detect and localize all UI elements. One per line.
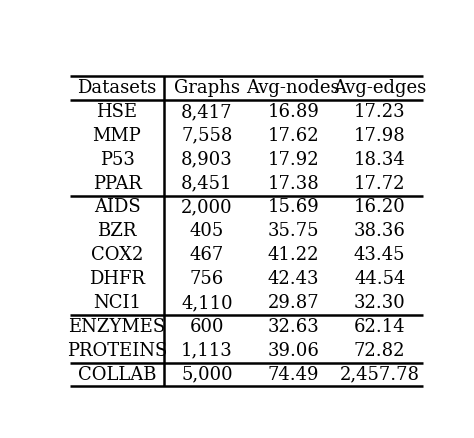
Text: 17.23: 17.23 [354, 103, 406, 121]
Text: 17.38: 17.38 [267, 175, 319, 193]
Text: HSE: HSE [96, 103, 137, 121]
Text: 44.54: 44.54 [354, 270, 405, 288]
Text: COX2: COX2 [91, 246, 143, 264]
Text: 62.14: 62.14 [354, 318, 406, 336]
Text: 8,417: 8,417 [181, 103, 233, 121]
Text: BZR: BZR [97, 223, 137, 240]
Text: PROTEINS: PROTEINS [67, 342, 167, 360]
Text: 41.22: 41.22 [268, 246, 319, 264]
Text: 467: 467 [190, 246, 224, 264]
Text: NCI1: NCI1 [93, 294, 141, 312]
Text: 17.72: 17.72 [354, 175, 405, 193]
Text: 4,110: 4,110 [181, 294, 233, 312]
Text: Avg-edges: Avg-edges [333, 79, 426, 97]
Text: 32.30: 32.30 [354, 294, 406, 312]
Text: 17.98: 17.98 [354, 127, 406, 145]
Text: 5,000: 5,000 [181, 366, 233, 384]
Text: Datasets: Datasets [77, 79, 156, 97]
Text: AIDS: AIDS [94, 198, 140, 216]
Text: 756: 756 [190, 270, 224, 288]
Text: 16.20: 16.20 [354, 198, 406, 216]
Text: DHFR: DHFR [89, 270, 145, 288]
Text: 1,113: 1,113 [181, 342, 233, 360]
Text: 16.89: 16.89 [267, 103, 319, 121]
Text: 32.63: 32.63 [267, 318, 319, 336]
Text: 17.92: 17.92 [267, 151, 319, 169]
Text: PPAR: PPAR [92, 175, 141, 193]
Text: 15.69: 15.69 [267, 198, 319, 216]
Text: Graphs: Graphs [174, 79, 240, 97]
Text: 29.87: 29.87 [267, 294, 319, 312]
Text: 35.75: 35.75 [268, 223, 319, 240]
Text: Avg-nodes: Avg-nodes [246, 79, 340, 97]
Text: 600: 600 [190, 318, 224, 336]
Text: 74.49: 74.49 [268, 366, 319, 384]
Text: ENZYMES: ENZYMES [68, 318, 165, 336]
Text: 8,451: 8,451 [181, 175, 233, 193]
Text: 405: 405 [190, 223, 224, 240]
Text: 42.43: 42.43 [268, 270, 319, 288]
Text: 7,558: 7,558 [181, 127, 233, 145]
Text: 18.34: 18.34 [354, 151, 406, 169]
Text: 2,457.78: 2,457.78 [340, 366, 419, 384]
Text: P53: P53 [100, 151, 135, 169]
Text: 72.82: 72.82 [354, 342, 405, 360]
Text: 2,000: 2,000 [181, 198, 233, 216]
Text: 38.36: 38.36 [354, 223, 406, 240]
Text: 8,903: 8,903 [181, 151, 233, 169]
Text: MMP: MMP [92, 127, 141, 145]
Text: 17.62: 17.62 [267, 127, 319, 145]
Text: 43.45: 43.45 [354, 246, 405, 264]
Text: 39.06: 39.06 [267, 342, 319, 360]
Text: COLLAB: COLLAB [78, 366, 156, 384]
